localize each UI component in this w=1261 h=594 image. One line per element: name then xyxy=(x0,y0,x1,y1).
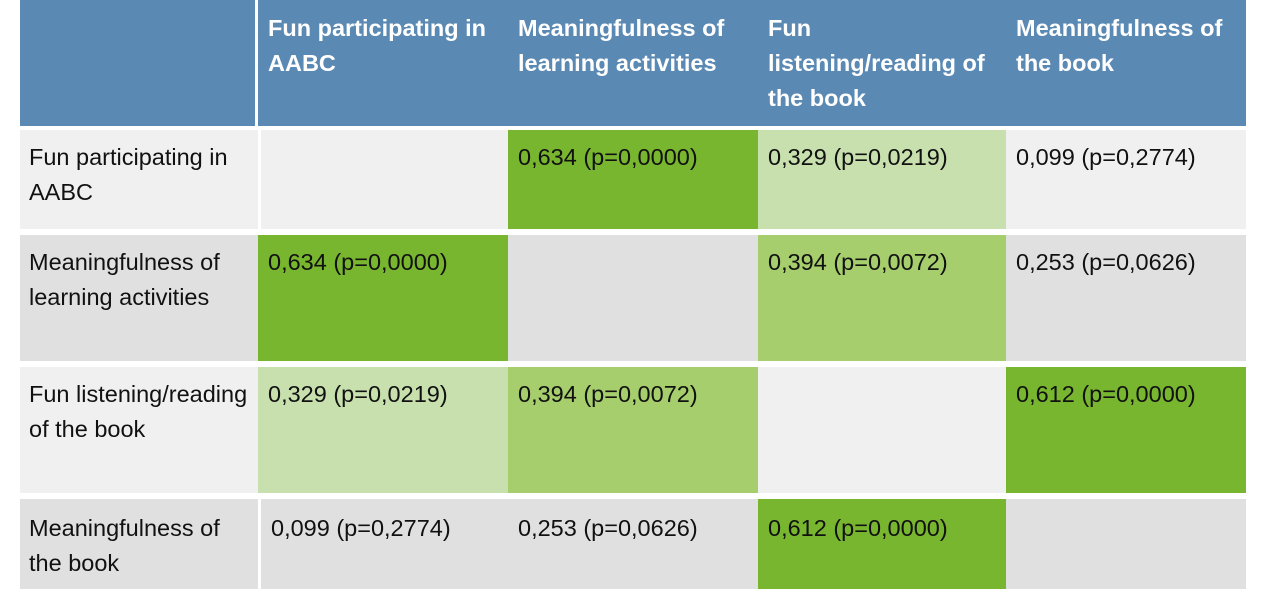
header-meaningfulness-book: Meaningfulness of the book xyxy=(1016,15,1223,76)
table-row: Fun listening/reading of the book 0,329 … xyxy=(20,367,1246,493)
table-cell: 0,394 (p=0,0072) xyxy=(508,367,758,493)
table-cell: 0,612 (p=0,0000) xyxy=(1006,367,1246,493)
table-cell: 0,394 (p=0,0072) xyxy=(758,235,1006,361)
row-label: Fun participating in AABC xyxy=(29,144,228,205)
header-meaningfulness-learning: Meaningfulness of learning activities xyxy=(518,15,725,76)
correlation-table: Fun participating in AABC Meaningfulness… xyxy=(20,0,1246,589)
row-label: Meaningfulness of learning activities xyxy=(29,249,220,310)
row-label: Fun listening/reading of the book xyxy=(29,381,248,442)
table-cell: 0,099 (p=0,2774) xyxy=(258,499,508,589)
table-row: Meaningfulness of the book 0,099 (p=0,27… xyxy=(20,499,1246,589)
header-corner-cell xyxy=(20,0,258,126)
table-row: Fun participating in AABC 0,634 (p=0,000… xyxy=(20,130,1246,229)
table-cell: 0,253 (p=0,0626) xyxy=(1006,235,1246,361)
table-cell xyxy=(508,235,758,361)
table-cell: 0,253 (p=0,0626) xyxy=(508,499,758,589)
table-cell: 0,634 (p=0,0000) xyxy=(258,235,508,361)
table-cell xyxy=(1006,499,1246,589)
table-row: Meaningfulness of learning activities 0,… xyxy=(20,235,1246,361)
table-cell xyxy=(258,130,508,229)
table-cell: 0,099 (p=0,2774) xyxy=(1006,130,1246,229)
header-fun-listening: Fun listening/reading of the book xyxy=(768,15,985,111)
header-row: Fun participating in AABC Meaningfulness… xyxy=(20,0,1246,126)
table-cell: 0,329 (p=0,0219) xyxy=(258,367,508,493)
header-fun-participating: Fun participating in AABC xyxy=(268,15,487,76)
table-cell xyxy=(758,367,1006,493)
table-cell: 0,329 (p=0,0219) xyxy=(758,130,1006,229)
row-label: Meaningfulness of the book xyxy=(29,515,220,576)
table-cell: 0,612 (p=0,0000) xyxy=(758,499,1006,589)
table-cell: 0,634 (p=0,0000) xyxy=(508,130,758,229)
